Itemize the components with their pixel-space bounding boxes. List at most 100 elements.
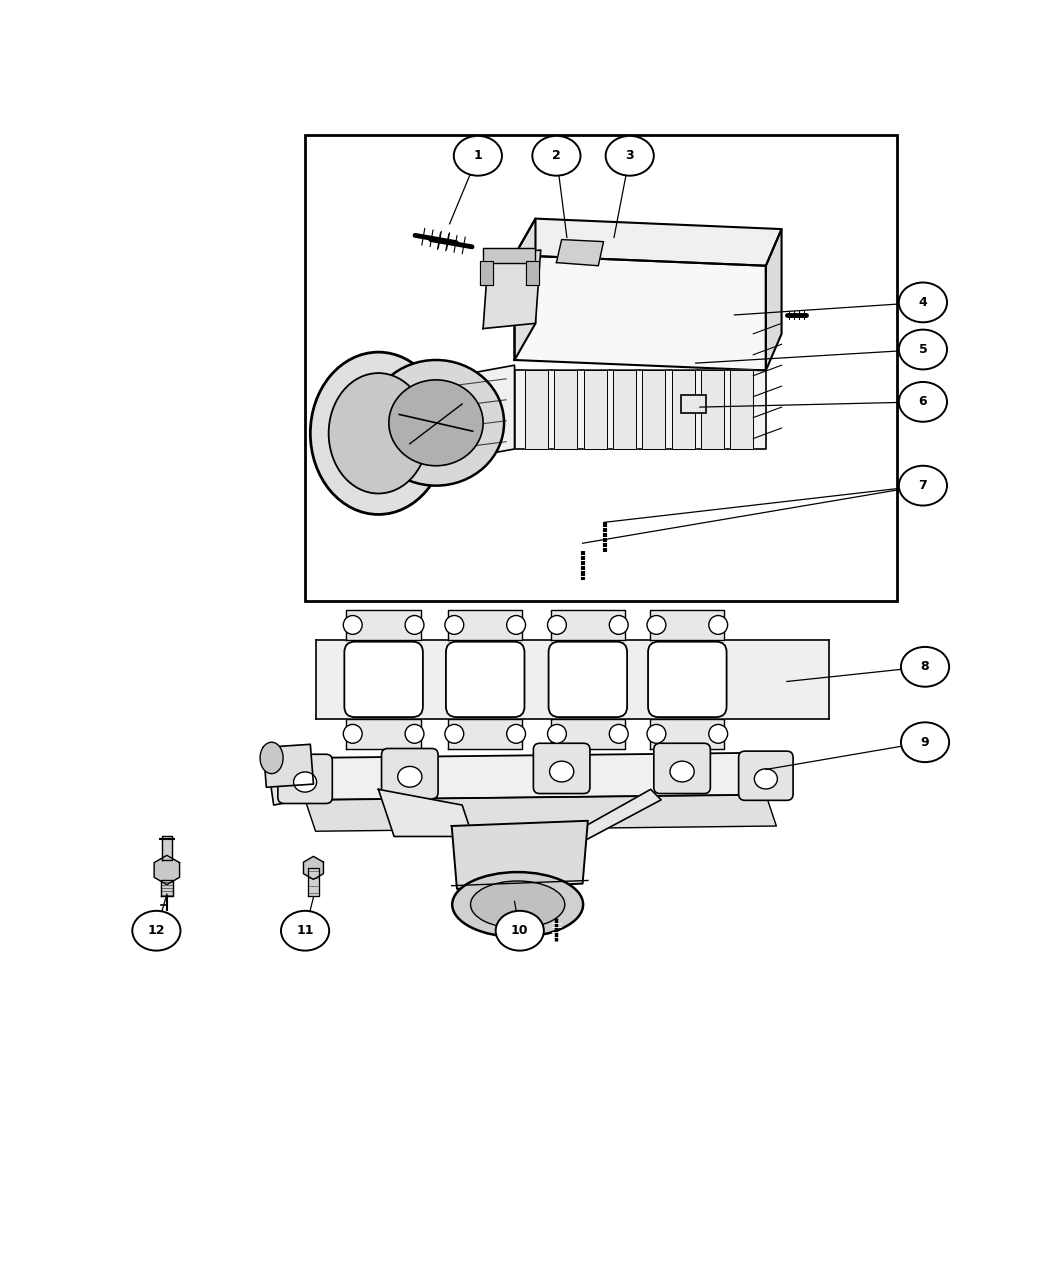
Circle shape: [405, 616, 424, 635]
Ellipse shape: [754, 769, 777, 789]
Polygon shape: [514, 255, 765, 371]
Polygon shape: [514, 371, 765, 449]
FancyBboxPatch shape: [446, 641, 525, 717]
Text: 11: 11: [296, 924, 314, 937]
Ellipse shape: [899, 330, 947, 370]
FancyBboxPatch shape: [548, 641, 627, 717]
Polygon shape: [306, 752, 776, 799]
Text: 10: 10: [511, 924, 528, 937]
Ellipse shape: [132, 910, 181, 951]
Text: 2: 2: [552, 149, 561, 162]
Polygon shape: [613, 371, 636, 449]
Polygon shape: [525, 371, 548, 449]
Ellipse shape: [388, 380, 483, 465]
Polygon shape: [765, 230, 781, 371]
Text: 1: 1: [474, 149, 482, 162]
Polygon shape: [672, 371, 695, 449]
Polygon shape: [452, 821, 588, 889]
Text: 6: 6: [919, 395, 927, 408]
Polygon shape: [550, 611, 625, 640]
Ellipse shape: [899, 283, 947, 323]
Circle shape: [445, 616, 464, 635]
Polygon shape: [309, 868, 319, 896]
Polygon shape: [264, 745, 314, 787]
Polygon shape: [526, 260, 539, 284]
Polygon shape: [378, 789, 472, 836]
Polygon shape: [730, 371, 753, 449]
Circle shape: [547, 724, 566, 743]
Polygon shape: [567, 789, 662, 842]
Circle shape: [609, 724, 628, 743]
Circle shape: [709, 616, 728, 635]
Ellipse shape: [329, 374, 428, 493]
Polygon shape: [448, 719, 523, 748]
FancyBboxPatch shape: [681, 394, 707, 413]
Circle shape: [343, 724, 362, 743]
Ellipse shape: [670, 761, 694, 782]
Polygon shape: [316, 640, 828, 719]
Polygon shape: [514, 218, 536, 360]
Circle shape: [709, 724, 728, 743]
Polygon shape: [554, 371, 578, 449]
Polygon shape: [352, 428, 404, 470]
Ellipse shape: [454, 136, 502, 176]
Text: 7: 7: [919, 479, 927, 492]
Ellipse shape: [470, 881, 565, 928]
Text: 3: 3: [626, 149, 634, 162]
FancyBboxPatch shape: [654, 743, 711, 793]
Circle shape: [343, 616, 362, 635]
Circle shape: [547, 616, 566, 635]
Circle shape: [647, 616, 666, 635]
Ellipse shape: [901, 646, 949, 687]
Polygon shape: [346, 611, 421, 640]
FancyBboxPatch shape: [381, 748, 438, 798]
Text: 8: 8: [921, 660, 929, 673]
Polygon shape: [650, 719, 724, 748]
Polygon shape: [448, 611, 523, 640]
Text: 12: 12: [148, 924, 165, 937]
Ellipse shape: [368, 360, 504, 486]
Polygon shape: [584, 371, 607, 449]
Polygon shape: [161, 881, 173, 896]
Polygon shape: [483, 247, 536, 263]
Polygon shape: [550, 719, 625, 748]
FancyBboxPatch shape: [738, 751, 793, 801]
Polygon shape: [650, 611, 724, 640]
Ellipse shape: [549, 761, 573, 782]
Polygon shape: [306, 794, 776, 831]
Polygon shape: [303, 857, 323, 880]
Polygon shape: [643, 371, 666, 449]
Ellipse shape: [281, 910, 329, 951]
Polygon shape: [701, 371, 723, 449]
Ellipse shape: [606, 136, 654, 176]
Polygon shape: [514, 218, 781, 265]
Text: 5: 5: [919, 343, 927, 356]
Ellipse shape: [294, 771, 317, 792]
Text: 9: 9: [921, 736, 929, 748]
Circle shape: [647, 724, 666, 743]
Polygon shape: [269, 757, 331, 805]
FancyBboxPatch shape: [344, 641, 423, 717]
Circle shape: [507, 616, 525, 635]
Circle shape: [405, 724, 424, 743]
Circle shape: [609, 616, 628, 635]
Ellipse shape: [311, 352, 446, 514]
Ellipse shape: [496, 910, 544, 951]
FancyBboxPatch shape: [648, 641, 727, 717]
Circle shape: [507, 724, 525, 743]
Polygon shape: [483, 250, 541, 329]
Polygon shape: [154, 856, 180, 885]
Polygon shape: [346, 719, 421, 748]
Ellipse shape: [532, 136, 581, 176]
Ellipse shape: [453, 872, 583, 937]
Ellipse shape: [260, 742, 284, 774]
Ellipse shape: [899, 382, 947, 422]
Polygon shape: [162, 836, 172, 859]
Polygon shape: [399, 365, 514, 470]
FancyBboxPatch shape: [533, 743, 590, 793]
Polygon shape: [480, 260, 492, 284]
Circle shape: [445, 724, 464, 743]
Ellipse shape: [901, 723, 949, 762]
Ellipse shape: [899, 465, 947, 506]
Text: 4: 4: [919, 296, 927, 309]
